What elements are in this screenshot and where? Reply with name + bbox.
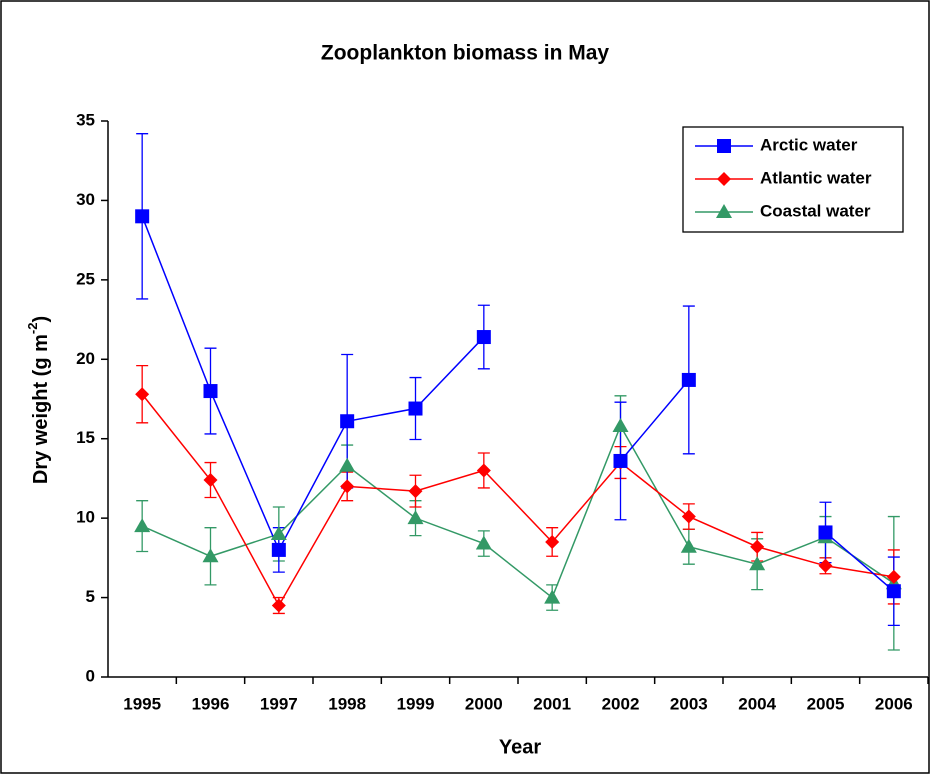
marker xyxy=(340,479,355,494)
marker xyxy=(476,463,491,478)
marker xyxy=(203,384,218,399)
y-tick-label: 5 xyxy=(86,587,95,606)
marker xyxy=(270,526,287,541)
marker xyxy=(202,548,219,563)
x-tick-label: 1999 xyxy=(397,694,435,713)
marker xyxy=(717,172,731,186)
y-tick-label: 20 xyxy=(76,349,95,368)
marker xyxy=(271,598,286,613)
x-tick-label: 1998 xyxy=(328,694,366,713)
marker xyxy=(716,204,732,218)
marker xyxy=(886,584,901,599)
x-tick-label: 2003 xyxy=(670,694,708,713)
y-axis-title-sup: -2 xyxy=(25,323,40,335)
marker xyxy=(717,139,731,153)
marker xyxy=(340,414,355,429)
x-tick-label: 1997 xyxy=(260,694,298,713)
y-tick-label: 15 xyxy=(76,428,95,447)
legend-label: Atlantic water xyxy=(760,168,872,187)
marker xyxy=(407,510,424,525)
marker xyxy=(613,453,628,468)
x-tick-label: 1995 xyxy=(123,694,161,713)
x-tick-label: 2004 xyxy=(738,694,776,713)
x-tick-label: 2002 xyxy=(602,694,640,713)
series-line xyxy=(141,393,894,608)
marker xyxy=(271,542,286,557)
marker xyxy=(612,418,629,433)
marker xyxy=(886,569,901,584)
y-tick-label: 10 xyxy=(76,508,95,527)
series-line xyxy=(141,424,895,599)
marker xyxy=(545,534,560,549)
marker xyxy=(408,484,423,499)
series-line xyxy=(141,216,895,592)
marker xyxy=(408,401,423,416)
y-tick-label: 30 xyxy=(76,190,95,209)
marker xyxy=(681,372,696,387)
legend-label: Arctic water xyxy=(760,135,858,154)
marker xyxy=(135,387,150,402)
marker xyxy=(339,457,356,472)
chart-title: Zooplankton biomass in May xyxy=(321,42,610,65)
y-tick-label: 0 xyxy=(86,666,95,685)
marker xyxy=(544,589,561,604)
marker xyxy=(135,209,150,224)
marker xyxy=(818,525,833,540)
x-tick-label: 2001 xyxy=(533,694,571,713)
marker xyxy=(749,556,766,571)
y-axis-title: Dry weight (g m-2) xyxy=(25,316,52,484)
x-tick-label: 2006 xyxy=(875,694,913,713)
legend-label: Coastal water xyxy=(760,201,871,220)
x-tick-label: 1996 xyxy=(192,694,230,713)
marker xyxy=(203,473,218,488)
y-tick-label: 35 xyxy=(76,110,95,129)
marker xyxy=(681,509,696,524)
marker xyxy=(750,539,765,554)
y-tick-label: 25 xyxy=(76,269,95,288)
marker xyxy=(134,518,151,533)
marker xyxy=(476,330,491,345)
marker xyxy=(818,558,833,573)
x-tick-label: 2000 xyxy=(465,694,503,713)
x-tick-label: 2005 xyxy=(807,694,845,713)
y-axis-title-suffix: ) xyxy=(30,316,52,323)
y-axis-title-text: Dry weight (g m xyxy=(30,334,52,484)
marker xyxy=(680,538,697,553)
x-axis-title: Year xyxy=(499,736,541,758)
marker xyxy=(475,535,492,550)
